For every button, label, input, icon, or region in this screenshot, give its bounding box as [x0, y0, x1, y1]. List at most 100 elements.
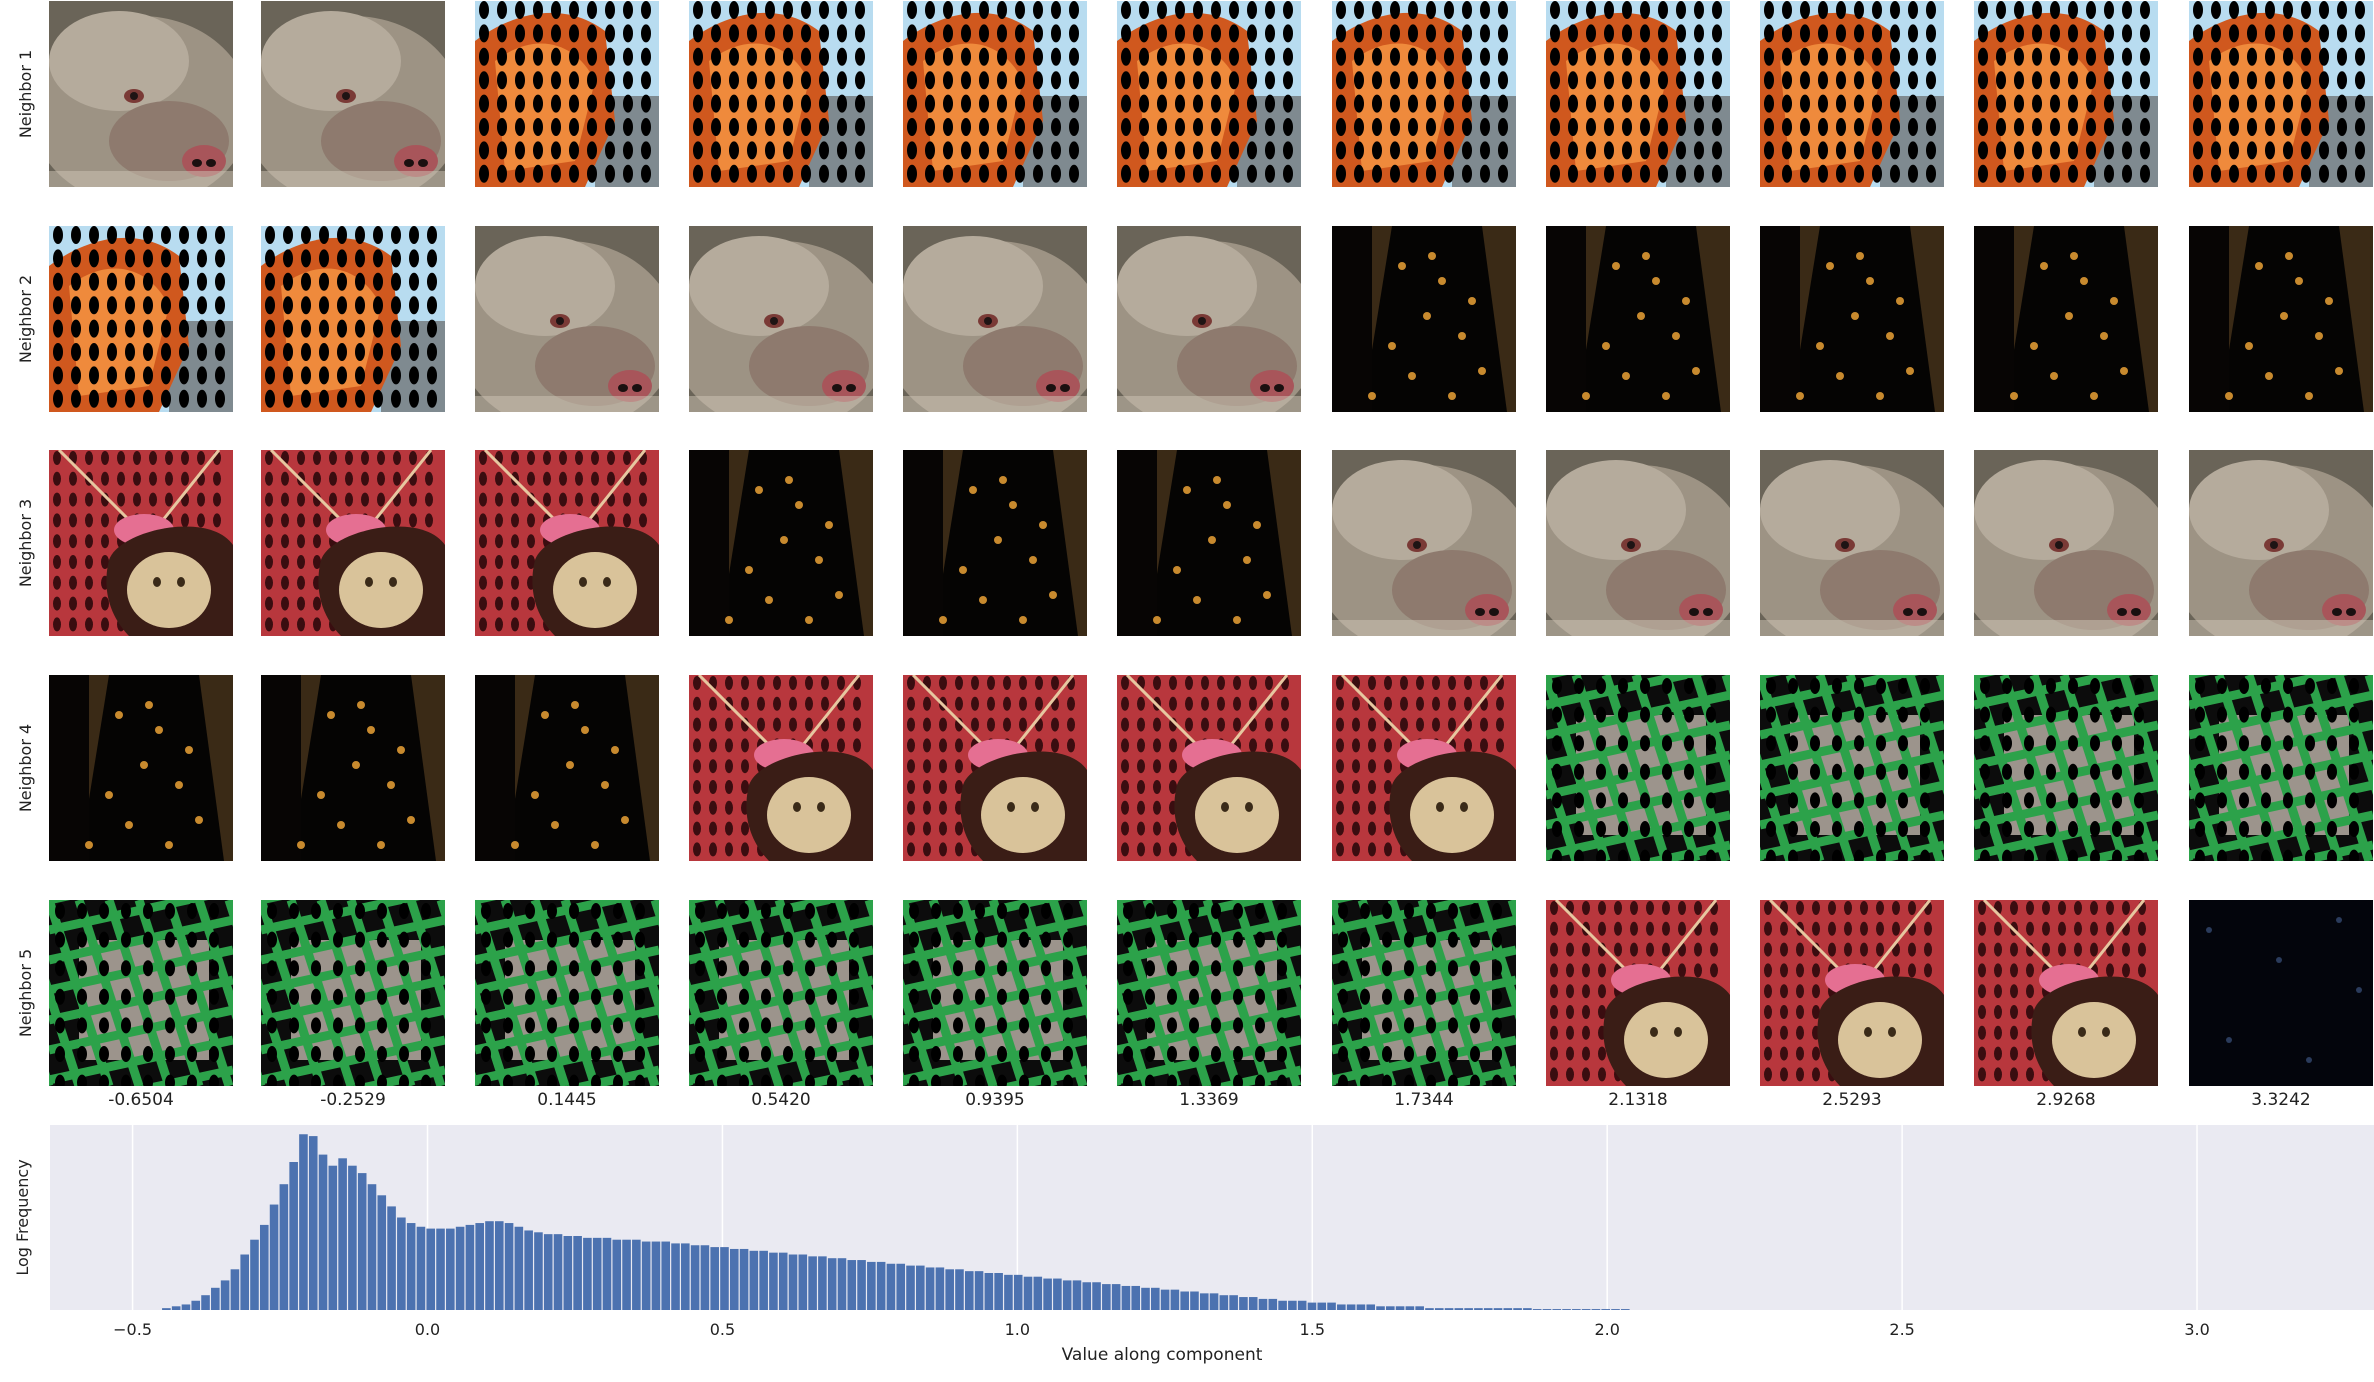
- histogram-bar: [798, 1254, 808, 1310]
- histogram-bar: [475, 1223, 484, 1310]
- histogram-bar: [162, 1308, 171, 1310]
- neighbor-thumbnail-green-cage: [1546, 675, 1730, 861]
- histogram-bar: [788, 1254, 798, 1310]
- histogram-bar: [1601, 1309, 1611, 1310]
- histogram-bar: [553, 1234, 563, 1310]
- neighbor-thumbnail-green-cage: [261, 900, 445, 1086]
- neighbor-thumbnail-pendant: [1546, 900, 1730, 1086]
- neighbor-thumbnail-mongoose: [1760, 450, 1944, 636]
- histogram-bar: [1356, 1304, 1366, 1310]
- neighbor-thumbnail-green-cage: [1760, 675, 1944, 861]
- histogram-bar: [514, 1226, 524, 1310]
- histogram-bar: [1415, 1306, 1424, 1310]
- neighbor-thumbnail-pendant: [903, 675, 1087, 861]
- histogram-bar: [1053, 1278, 1062, 1310]
- histogram-bar: [1229, 1295, 1238, 1310]
- histogram-bar: [1278, 1300, 1287, 1310]
- column-value-label: 1.7344: [1394, 1090, 1454, 1110]
- neighbor-thumbnail-mongoose: [49, 1, 233, 187]
- histogram-bar: [171, 1306, 181, 1310]
- neighbor-thumbnail-mongoose: [475, 226, 659, 412]
- histogram-bar: [485, 1221, 494, 1310]
- neighbor-thumbnail-orange-dots: [1760, 1, 1944, 187]
- histogram-bar: [1386, 1306, 1395, 1310]
- histogram-bar: [602, 1237, 612, 1310]
- histogram-bar: [651, 1241, 661, 1310]
- neighbor-thumbnail-green-cage: [2189, 675, 2373, 861]
- histogram-bar: [916, 1265, 925, 1310]
- histogram-bar: [984, 1273, 994, 1310]
- histogram-bar: [1199, 1293, 1209, 1310]
- histogram-bar: [1141, 1287, 1150, 1310]
- histogram-bar: [710, 1247, 719, 1310]
- row-label: Neighbor 1: [16, 49, 35, 139]
- histogram-bar: [1562, 1309, 1571, 1310]
- histogram-bar: [729, 1248, 739, 1310]
- histogram-bar: [494, 1221, 504, 1310]
- histogram-bar: [1062, 1280, 1072, 1310]
- histogram-bar: [1131, 1285, 1141, 1310]
- histogram-bar: [1395, 1306, 1405, 1310]
- histogram-bar: [377, 1195, 387, 1310]
- neighbor-thumbnail-mongoose: [1974, 450, 2158, 636]
- y-axis-label: Log Frequency: [13, 1159, 32, 1275]
- histogram-bar: [1542, 1309, 1552, 1310]
- histogram-bar: [299, 1134, 308, 1310]
- column-value-label: 2.5293: [1822, 1090, 1882, 1110]
- column-value-label: 0.1445: [537, 1090, 597, 1110]
- x-tick-label: 2.5: [1889, 1320, 1914, 1339]
- neighbor-thumbnail-orange-dots: [903, 1, 1087, 187]
- column-value-label: 2.1318: [1608, 1090, 1668, 1110]
- histogram-bar: [1434, 1308, 1444, 1310]
- histogram-bar: [612, 1239, 622, 1310]
- histogram-bar: [211, 1287, 220, 1310]
- histogram-bar: [739, 1248, 749, 1310]
- histogram-bar: [661, 1241, 671, 1310]
- histogram-bar: [1327, 1302, 1336, 1310]
- histogram-bar: [1346, 1304, 1356, 1310]
- neighbor-thumbnail-pendant: [475, 450, 659, 636]
- histogram-bar: [397, 1217, 406, 1310]
- histogram-bar: [964, 1271, 974, 1310]
- column-value-label: 2.9268: [2036, 1090, 2096, 1110]
- histogram-bar: [906, 1265, 915, 1310]
- histogram-bar: [1033, 1276, 1043, 1310]
- histogram-bar: [1248, 1297, 1258, 1310]
- histogram-bar: [181, 1304, 191, 1310]
- neighbor-thumbnail-dark-sparse: [475, 675, 659, 861]
- histogram-bar: [259, 1224, 269, 1310]
- histogram-bar: [876, 1261, 886, 1310]
- row-label: Neighbor 2: [16, 274, 35, 364]
- histogram-bar: [328, 1165, 338, 1310]
- histogram-bar: [446, 1228, 455, 1310]
- neighbor-thumbnail-orange-dots: [49, 226, 233, 412]
- histogram-bar: [1337, 1304, 1346, 1310]
- histogram-bar: [338, 1158, 347, 1310]
- neighbor-thumbnail-green-cage: [475, 900, 659, 1086]
- histogram-bar: [1082, 1282, 1092, 1310]
- neighbor-thumbnail-orange-dots: [1546, 1, 1730, 187]
- histogram-bar: [1180, 1291, 1189, 1310]
- histogram-bar: [1258, 1298, 1268, 1310]
- histogram-bar: [543, 1234, 553, 1310]
- histogram-bar: [1160, 1289, 1170, 1310]
- row-label: Neighbor 4: [16, 723, 35, 813]
- histogram-bar: [700, 1245, 710, 1310]
- x-tick-label: 0.0: [415, 1320, 440, 1339]
- neighbor-thumbnail-night-dark: [2189, 900, 2373, 1086]
- neighbor-thumbnail-pendant: [1117, 675, 1301, 861]
- neighbor-thumbnail-green-cage: [49, 900, 233, 1086]
- histogram-bar: [1503, 1308, 1513, 1310]
- histogram-bar: [416, 1226, 426, 1310]
- neighbor-thumbnail-orange-dots: [689, 1, 873, 187]
- histogram-bar: [1288, 1300, 1297, 1310]
- neighbor-thumbnail-orange-dots: [2189, 1, 2373, 187]
- histogram-bar: [357, 1173, 367, 1310]
- neighbor-thumbnail-dark-sparse: [689, 450, 873, 636]
- histogram-bar: [573, 1236, 582, 1310]
- neighbor-thumbnail-dark-sparse: [1974, 226, 2158, 412]
- histogram-bar: [681, 1243, 690, 1310]
- histogram-bar: [534, 1232, 543, 1310]
- neighbor-thumbnail-mongoose: [1332, 450, 1516, 636]
